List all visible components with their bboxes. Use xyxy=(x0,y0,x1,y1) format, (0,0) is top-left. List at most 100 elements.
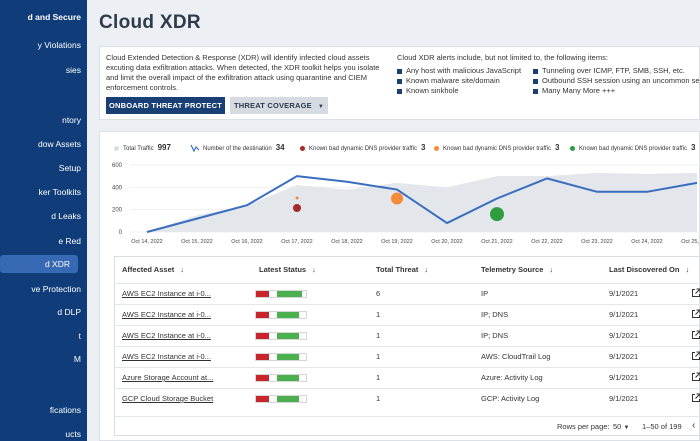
legend-value: 997 xyxy=(157,143,171,152)
chevron-down-icon: ▼ xyxy=(623,425,630,431)
status-green-segment xyxy=(277,291,302,297)
asset-link[interactable]: AWS EC2 Instance at i-0... xyxy=(122,289,211,298)
header-latest-status[interactable]: Latest Status ↓ xyxy=(259,265,316,274)
table-pagination: Rows per page: 50 ▼ 1–50 of 199 ‹ xyxy=(115,416,700,436)
y-tick-label: 200 xyxy=(112,208,123,214)
sidebar-item[interactable]: y Violations xyxy=(0,36,87,54)
sidebar-item[interactable]: d XDR xyxy=(0,255,78,273)
sidebar-item[interactable]: fications xyxy=(0,401,87,419)
total-threat: 1 xyxy=(376,331,381,340)
x-tick-label: Oct 24, 2022 xyxy=(631,239,663,245)
sidebar-item[interactable]: Setup xyxy=(0,159,87,177)
status-bar xyxy=(255,311,307,319)
sidebar-item[interactable]: M xyxy=(0,350,87,368)
sidebar: d and Secure y Violations sies ntory dow Ass… xyxy=(0,0,87,441)
legend-dot-icon xyxy=(570,145,575,151)
table-row[interactable]: Azure Storage Account at... 1 Azure: Activ… xyxy=(115,367,700,387)
x-tick-label: Oct 20, 2022 xyxy=(431,239,463,245)
rows-per-page-label: Rows per page: xyxy=(557,422,610,431)
external-link-icon[interactable] xyxy=(691,330,700,340)
traffic-card: Total Traffic 997 Number of the destinatio… xyxy=(99,131,700,441)
pagination-range: 1–50 of 199 xyxy=(642,422,682,431)
alert-item: Many Many More +++ xyxy=(533,86,700,96)
sort-arrow-icon: ↓ xyxy=(180,265,184,274)
alerts-list-1: Any host with malicious JavaScript Known… xyxy=(397,66,521,96)
sort-arrow-icon: ↓ xyxy=(312,265,316,274)
x-tick-label: Oct 23, 2022 xyxy=(581,239,613,245)
prev-page-icon[interactable]: ‹ xyxy=(692,420,696,431)
table-row[interactable]: AWS EC2 Instance at i-0... 6 IP 9/1/2021 xyxy=(115,283,700,303)
alerts-heading: Cloud XDR alerts include, but not limite… xyxy=(397,53,608,62)
sidebar-item[interactable]: d and Secure xyxy=(0,8,87,26)
sidebar-item[interactable]: ntory xyxy=(0,111,87,129)
asset-link[interactable]: Azure Storage Account at... xyxy=(122,373,214,382)
sidebar-item-label: e Red xyxy=(58,236,81,246)
telemetry-source: GCP: Activity Log xyxy=(481,394,540,403)
sidebar-item[interactable]: ucts xyxy=(0,425,87,441)
table-row[interactable]: AWS EC2 Instance at i-0... 1 IP; DNS 9/1/20… xyxy=(115,304,700,324)
asset-link[interactable]: AWS EC2 Instance at i-0... xyxy=(122,331,211,340)
external-link-icon[interactable] xyxy=(691,309,700,319)
sidebar-item[interactable]: t xyxy=(0,327,87,345)
status-red-segment xyxy=(256,375,269,381)
y-tick-label: 400 xyxy=(112,185,123,191)
status-bar xyxy=(255,374,307,382)
table-row[interactable]: GCP Cloud Storage Bucket 1 GCP: Activity L… xyxy=(115,388,700,408)
chevron-down-icon: ▼ xyxy=(317,104,324,110)
table-row[interactable]: AWS EC2 Instance at i-0... 1 AWS: CloudTra… xyxy=(115,346,700,366)
status-green-segment xyxy=(277,396,299,402)
last-discovered: 9/1/2021 xyxy=(609,289,639,298)
last-discovered: 9/1/2021 xyxy=(609,310,639,319)
threat-coverage-button[interactable]: THREAT COVERAGE ▼ xyxy=(230,97,328,114)
total-traffic-area xyxy=(147,172,697,232)
legend-label: Known bad dynamic DNS provider traffic xyxy=(443,146,551,152)
header-affected-asset[interactable]: Affected Asset ↓ xyxy=(122,265,184,274)
legend-value: 3 xyxy=(554,143,560,152)
sidebar-item[interactable]: ve Protection xyxy=(0,280,87,298)
external-link-icon[interactable] xyxy=(691,288,700,298)
legend-item: Total Traffic 997 xyxy=(114,143,171,152)
assets-table: Affected Asset ↓ Latest Status ↓ Total Thr… xyxy=(114,256,700,436)
sidebar-item-label: d DLP xyxy=(57,307,81,317)
sidebar-item-label: sies xyxy=(65,65,81,75)
status-green-segment xyxy=(277,354,299,360)
asset-link[interactable]: AWS EC2 Instance at i-0... xyxy=(122,310,211,319)
telemetry-source: Azure: Activity Log xyxy=(481,373,543,382)
sidebar-item[interactable]: d DLP xyxy=(0,303,87,321)
x-tick-label: Oct 22, 2022 xyxy=(531,239,563,245)
asset-link[interactable]: AWS EC2 Instance at i-0... xyxy=(122,352,211,361)
header-total-threat[interactable]: Total Threat ↓ xyxy=(376,265,429,274)
status-bar xyxy=(255,290,307,298)
last-discovered: 9/1/2021 xyxy=(609,331,639,340)
sidebar-item-label: fications xyxy=(49,405,81,415)
external-link-icon[interactable] xyxy=(691,351,700,361)
rows-per-page-select[interactable]: 50 ▼ xyxy=(613,422,630,431)
telemetry-source: IP; DNS xyxy=(481,331,509,340)
sidebar-item-label: ucts xyxy=(65,429,81,439)
table-row[interactable]: AWS EC2 Instance at i-0... 1 IP; DNS 9/1/20… xyxy=(115,325,700,345)
sidebar-item[interactable]: e Red xyxy=(0,232,87,250)
sort-arrow-icon: ↓ xyxy=(685,265,690,274)
sidebar-item[interactable]: ker Toolkits xyxy=(0,183,87,201)
last-discovered: 9/1/2021 xyxy=(609,373,639,382)
dns-traffic-point xyxy=(293,203,301,212)
legend-item: Known bad dynamic DNS provider traffic 3 xyxy=(300,143,425,152)
sidebar-item[interactable]: sies xyxy=(0,61,87,79)
onboard-threat-protect-button[interactable]: ONBOARD THREAT PROTECT xyxy=(106,97,225,114)
y-tick-label: 600 xyxy=(112,163,123,169)
alert-item: Outbound SSH session using an uncommon s… xyxy=(533,76,700,86)
legend-value: 34 xyxy=(275,143,285,152)
external-link-icon[interactable] xyxy=(691,393,700,403)
status-green-segment xyxy=(277,375,299,381)
header-last-discovered[interactable]: Last Discovered On ↓ xyxy=(609,265,690,274)
asset-link[interactable]: GCP Cloud Storage Bucket xyxy=(122,394,214,403)
sidebar-item[interactable]: dow Assets xyxy=(0,135,87,153)
header-telemetry-source[interactable]: Telemetry Source ↓ xyxy=(481,265,554,274)
external-link-icon[interactable] xyxy=(691,372,700,382)
total-threat: 1 xyxy=(376,373,381,382)
sidebar-item-label: ker Toolkits xyxy=(38,187,81,197)
legend-label: Number of the destination xyxy=(203,146,272,152)
sidebar-item-label: M xyxy=(73,354,81,364)
legend-label: Total Traffic xyxy=(123,146,154,152)
sidebar-item[interactable]: d Leaks xyxy=(0,207,87,225)
